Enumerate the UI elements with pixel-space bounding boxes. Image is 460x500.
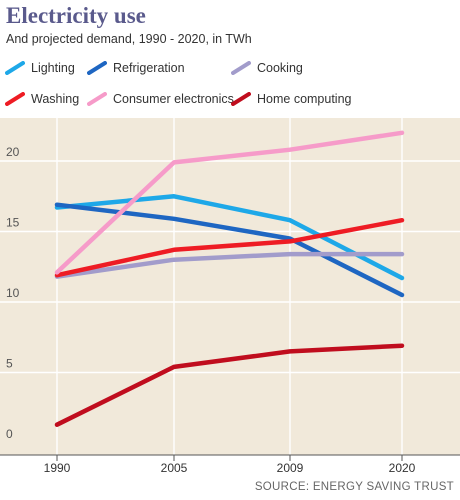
legend-item-consumer-electronics: Consumer electronics [87, 90, 234, 108]
legend-label-refrigeration: Refrigeration [113, 61, 185, 75]
legend-item-refrigeration: Refrigeration [87, 59, 185, 77]
series-line-consumer-electronics [54, 130, 405, 275]
legend-item-home-computing: Home computing [231, 90, 352, 108]
chart-subtitle: And projected demand, 1990 - 2020, in TW… [6, 32, 252, 46]
legend-item-washing: Washing [5, 90, 79, 108]
series-line-cooking [54, 251, 405, 279]
legend-label-cooking: Cooking [257, 61, 303, 75]
series-line-lighting [54, 194, 405, 281]
chart-title: Electricity use [6, 3, 146, 28]
source-note: SOURCE: ENERGY SAVING TRUST [254, 481, 454, 493]
series-line-washing [54, 217, 405, 278]
y-tick-label: 10 [6, 286, 20, 300]
legend-item-lighting: Lighting [5, 59, 75, 77]
legend-swatch-refrigeration [87, 61, 107, 75]
series-line-home-computing [54, 343, 405, 427]
legend-item-cooking: Cooking [231, 59, 303, 77]
y-tick-label: 5 [6, 357, 13, 371]
series-line-refrigeration [54, 202, 405, 298]
x-tick-label: 1990 [44, 461, 71, 475]
legend-swatch-lighting [5, 61, 25, 75]
legend-label-home-computing: Home computing [257, 92, 352, 106]
plot-background [0, 118, 460, 455]
legend-label-consumer-electronics: Consumer electronics [113, 92, 234, 106]
x-tick-label: 2005 [161, 461, 188, 475]
y-tick-label: 15 [6, 216, 20, 230]
legend-label-washing: Washing [31, 92, 80, 106]
x-tick-label: 2009 [277, 461, 304, 475]
chart-legend: Lighting Refrigeration Cooking Washing C… [0, 0, 460, 120]
legend-label-lighting: Lighting [31, 61, 75, 75]
x-tick-label: 2020 [389, 461, 416, 475]
legend-swatch-washing [5, 92, 25, 106]
legend-swatch-home-computing [231, 92, 251, 106]
y-tick-label: 20 [6, 145, 20, 159]
y-tick-label: 0 [6, 427, 13, 441]
legend-swatch-cooking [231, 61, 251, 75]
legend-swatch-consumer-electronics [87, 92, 107, 106]
